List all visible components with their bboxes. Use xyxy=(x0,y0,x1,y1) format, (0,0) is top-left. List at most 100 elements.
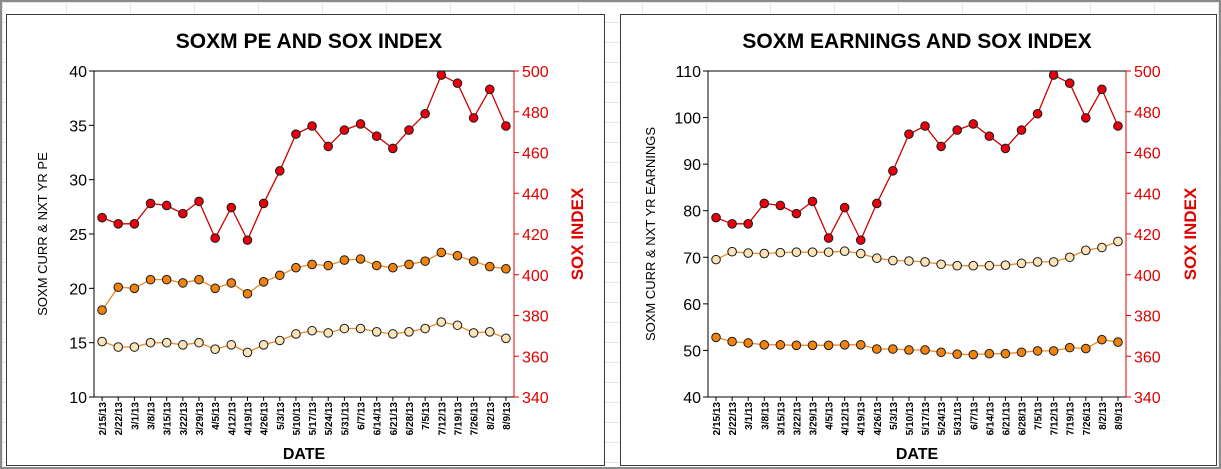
plot-area xyxy=(707,70,1127,398)
data-point xyxy=(307,259,317,270)
data-point xyxy=(113,282,124,293)
data-point xyxy=(807,247,818,257)
x-tick-label: 3/29/13 xyxy=(195,402,206,436)
data-point xyxy=(872,253,882,264)
x-tick-label: 4/26/13 xyxy=(260,402,271,436)
data-point xyxy=(872,198,882,209)
y2-axis-title: SOX INDEX xyxy=(1181,187,1200,280)
x-tick-label: 7/19/13 xyxy=(453,402,464,436)
x-tick-label: 5/3/13 xyxy=(276,402,287,430)
y2-tick-label: 400 xyxy=(522,268,549,285)
data-point xyxy=(210,283,220,294)
data-point xyxy=(258,340,269,350)
x-tick-label: 7/26/13 xyxy=(470,402,481,436)
data-point xyxy=(839,340,850,350)
x-tick-label: 6/21/13 xyxy=(389,402,400,436)
data-point xyxy=(1064,342,1075,353)
x-tick-label: 5/31/13 xyxy=(953,402,964,436)
data-point xyxy=(1032,346,1043,356)
x-tick-label: 2/15/13 xyxy=(98,402,109,436)
x-tick-label: 4/12/13 xyxy=(841,402,852,436)
data-point xyxy=(711,254,721,265)
x-tick-label: 6/14/13 xyxy=(985,402,996,436)
data-point xyxy=(904,256,914,266)
x-tick-label: 3/8/13 xyxy=(760,402,771,430)
x-tick-label: 2/15/13 xyxy=(712,402,723,436)
data-point xyxy=(1048,257,1059,267)
data-point xyxy=(388,262,398,273)
data-point xyxy=(727,219,737,229)
data-point xyxy=(936,259,946,270)
data-point xyxy=(727,246,737,257)
earnings-sox-chart: SOXM EARNINGS AND SOX INDEX 40 50 60 70 80 90 1… xyxy=(643,30,1200,463)
data-point xyxy=(759,248,770,259)
x-tick-label: 3/22/13 xyxy=(179,402,190,436)
data-point xyxy=(1097,334,1107,345)
y-tick-label: 70 xyxy=(683,250,701,267)
data-point xyxy=(113,219,124,229)
data-point xyxy=(210,344,220,354)
data-point xyxy=(145,337,156,348)
data-point xyxy=(888,344,898,354)
data-point xyxy=(1016,258,1027,269)
data-point xyxy=(888,166,898,176)
x-tick-label: 7/5/13 xyxy=(421,402,432,430)
data-point xyxy=(501,263,511,274)
data-point xyxy=(274,270,285,281)
data-point xyxy=(727,336,737,347)
data-point xyxy=(984,131,995,141)
data-point xyxy=(1032,108,1043,119)
data-point xyxy=(242,288,253,299)
series-line-0 xyxy=(715,74,1119,242)
x-tick-label: 5/31/13 xyxy=(340,402,351,436)
x-tick-label: 7/12/13 xyxy=(1050,402,1061,436)
data-point xyxy=(968,349,979,360)
data-point xyxy=(339,323,350,334)
y2-tick-label: 340 xyxy=(522,390,549,407)
x-tick-label: 3/1/13 xyxy=(130,402,141,430)
data-point xyxy=(161,337,172,348)
y-tick-label: 35 xyxy=(69,118,87,135)
data-point xyxy=(436,247,447,258)
data-point xyxy=(1032,257,1043,267)
x-tick-label: 3/1/13 xyxy=(744,402,755,430)
chart-title: SOXM PE AND SOX INDEX xyxy=(176,30,442,53)
data-point xyxy=(839,246,850,257)
x-tick-label: 8/9/13 xyxy=(1114,402,1125,430)
data-point xyxy=(484,84,495,95)
y-tick-label: 30 xyxy=(69,173,87,190)
series-line-0 xyxy=(101,74,507,242)
data-point xyxy=(468,328,479,338)
data-point xyxy=(1048,346,1059,356)
data-point xyxy=(97,305,107,315)
data-point xyxy=(371,327,382,337)
data-point xyxy=(484,327,495,337)
data-point xyxy=(743,338,753,348)
data-point xyxy=(1048,70,1059,80)
data-point xyxy=(823,247,834,257)
y2-tick-label: 380 xyxy=(1134,309,1161,326)
data-point xyxy=(759,340,770,350)
data-point xyxy=(1064,252,1075,263)
x-tick-label: 5/17/13 xyxy=(921,402,932,436)
data-point xyxy=(1097,84,1107,95)
x-tick-label: 7/12/13 xyxy=(437,402,448,436)
data-point xyxy=(1113,337,1123,347)
y-tick-label: 40 xyxy=(69,64,87,81)
chart-panel-pe: SOXM PE AND SOX INDEX 10 15 20 25 30 35 40 340 36… xyxy=(6,14,605,466)
y-tick-label: 15 xyxy=(69,336,87,353)
pe-sox-chart: SOXM PE AND SOX INDEX 10 15 20 25 30 35 40 340 36… xyxy=(35,30,587,463)
y2-tick-label: 440 xyxy=(1134,186,1161,203)
data-point xyxy=(920,121,930,131)
data-point xyxy=(210,233,220,243)
data-point xyxy=(952,125,962,135)
data-point xyxy=(968,119,979,129)
data-point xyxy=(242,235,253,245)
data-point xyxy=(936,141,946,152)
x-tick-label: 8/9/13 xyxy=(502,402,513,430)
data-point xyxy=(355,254,366,264)
data-point xyxy=(323,260,334,271)
chart-panel-earnings: SOXM EARNINGS AND SOX INDEX 40 50 60 70 80 90 1… xyxy=(620,14,1217,466)
data-point xyxy=(1113,121,1123,131)
data-point xyxy=(904,345,914,355)
